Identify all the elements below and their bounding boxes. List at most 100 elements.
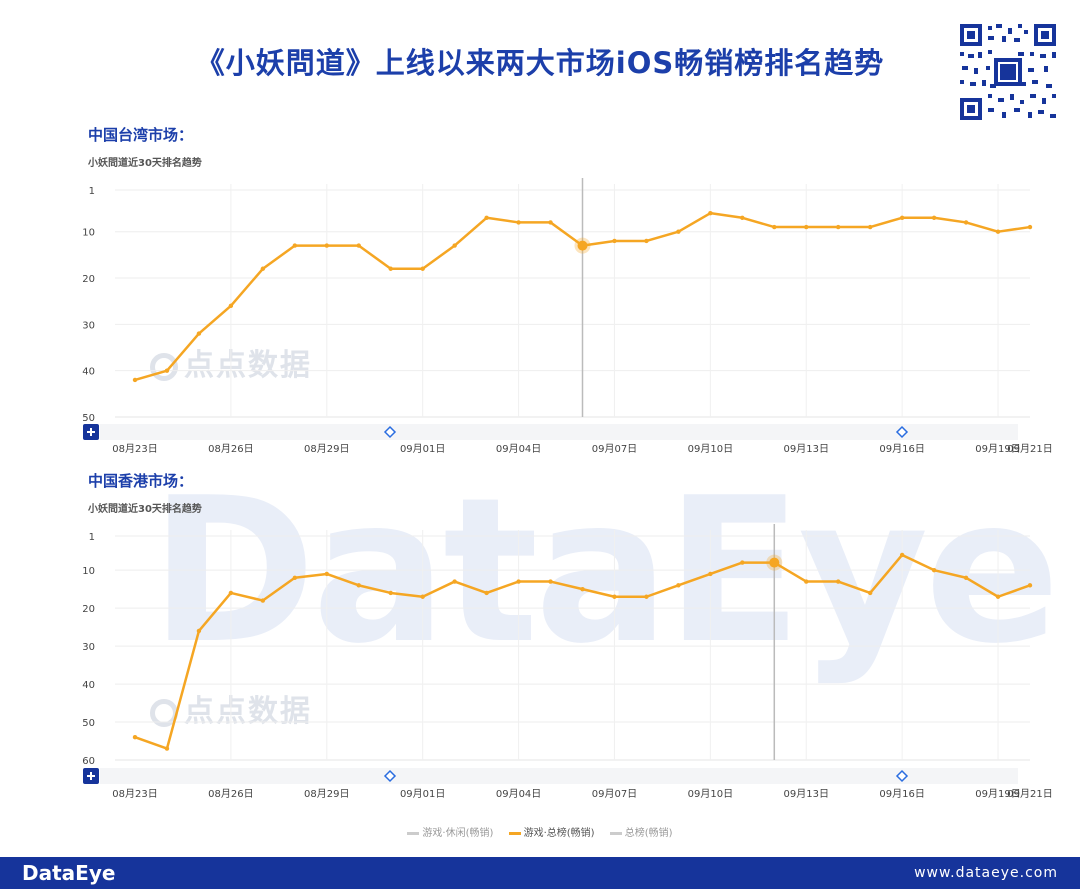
data-point: [196, 628, 202, 634]
highlight-point: [769, 557, 780, 568]
y-tick-label: 40: [82, 680, 95, 691]
x-tick-label: 09月13日: [784, 788, 829, 800]
legend-swatch: [508, 831, 521, 835]
x-tick-label: 09月07日: [592, 788, 637, 800]
x-tick-label: 08月29日: [304, 788, 349, 800]
x-tick-label: 09月19日: [975, 443, 1020, 455]
zoom-slider-track: [100, 424, 1018, 440]
data-point: [388, 590, 393, 596]
data-point: [484, 215, 489, 220]
data-point: [995, 229, 1001, 234]
data-point: [388, 266, 393, 271]
x-tick-label: 09月01日: [400, 788, 445, 800]
y-tick-label: 40: [82, 367, 95, 378]
page-title: 《小妖問道》上线以来两大市场iOS畅销榜排名趋势: [195, 46, 885, 80]
data-point: [804, 224, 809, 230]
chart-legend: 游戏·休闲(畅销) 游戏·总榜(畅销) 总榜(畅销): [0, 824, 1080, 839]
data-point: [1027, 224, 1033, 230]
series-line: [134, 553, 1031, 750]
x-tick-label: 09月01日: [400, 443, 445, 455]
data-point: [548, 579, 553, 584]
data-point: [867, 224, 873, 230]
data-point: [644, 238, 649, 244]
data-point: [260, 266, 266, 271]
y-tick-label: 60: [82, 756, 95, 767]
diamond-icon[interactable]: [895, 425, 909, 439]
x-tick-label: 09月10日: [688, 788, 733, 800]
data-point: [548, 220, 553, 225]
x-tick-label: 09月19日: [975, 788, 1020, 800]
data-point: [676, 583, 681, 588]
legend-item-casual[interactable]: 游戏·休闲(畅销): [407, 824, 493, 839]
tw-market-title: 中国台湾市场：: [88, 126, 194, 144]
data-point: [836, 224, 841, 230]
data-point: [484, 590, 489, 596]
footer-brand: DataEye: [22, 861, 116, 885]
data-point: [580, 586, 585, 592]
tw-subtitle: 小妖問道近30天排名趋势: [88, 158, 202, 169]
data-point: [356, 243, 361, 248]
diamond-icon[interactable]: [383, 769, 397, 783]
y-tick-label: 1: [89, 186, 95, 197]
data-point: [867, 590, 873, 596]
y-tick-label: 10: [82, 228, 95, 239]
data-point: [164, 746, 170, 751]
data-point: [324, 243, 329, 248]
data-point: [420, 594, 425, 599]
zoom-slider-track: [100, 768, 1018, 784]
x-tick-label: 09月16日: [879, 788, 924, 800]
hk-subtitle: 小妖問道近30天排名趋势: [88, 504, 202, 515]
data-point: [132, 735, 138, 740]
y-tick-label: 50: [82, 413, 95, 424]
data-point: [772, 224, 777, 230]
data-point: [708, 210, 713, 216]
y-tick-label: 10: [82, 566, 95, 577]
data-point: [228, 303, 234, 309]
y-tick-label: 1: [89, 532, 95, 543]
data-point: [356, 583, 361, 588]
data-point: [164, 368, 170, 373]
data-point: [963, 220, 969, 225]
data-point: [995, 594, 1001, 599]
data-point: [292, 575, 298, 580]
legend-item-games-total[interactable]: 游戏·总榜(畅销): [508, 824, 595, 839]
x-tick-label: 09月21日: [1007, 443, 1052, 455]
data-point: [804, 579, 809, 584]
data-point: [1027, 583, 1033, 588]
y-tick-label: 20: [82, 274, 95, 285]
data-point: [260, 598, 266, 603]
diamond-icon[interactable]: [383, 425, 397, 439]
dd-watermark-top: 点点数据: [150, 340, 312, 384]
footer-url[interactable]: www.dataeye.com: [914, 865, 1058, 881]
data-point: [931, 215, 937, 220]
legend-swatch: [609, 831, 622, 835]
data-point: [899, 215, 905, 220]
data-point: [452, 243, 457, 248]
legend-swatch: [407, 831, 420, 835]
y-tick-label: 20: [82, 604, 95, 615]
diamond-icon[interactable]: [895, 769, 909, 783]
qr-code-icon: [958, 22, 1058, 122]
data-point: [612, 238, 617, 244]
data-point: [452, 579, 457, 584]
data-point: [516, 220, 521, 225]
highlight-point: [577, 240, 588, 251]
y-tick-label: 50: [82, 718, 95, 729]
x-tick-label: 09月16日: [879, 443, 924, 455]
legend-item-total[interactable]: 总榜(畅销): [609, 824, 673, 839]
data-point: [963, 575, 969, 580]
hk-rank-chart: 1 10 20 30 40 50 60 08月23日 08月26日 08月29日 09月01日 09月…: [82, 524, 1053, 800]
x-tick-label: 09月13日: [784, 443, 829, 455]
data-point: [324, 571, 329, 577]
data-point: [292, 243, 298, 248]
x-tick-label: 09月04日: [496, 788, 541, 800]
data-point: [516, 579, 521, 584]
data-point: [132, 377, 138, 383]
data-point: [676, 229, 681, 234]
data-point: [836, 579, 841, 584]
data-point: [644, 594, 649, 599]
x-tick-label: 08月26日: [208, 443, 253, 455]
tw-rank-chart: 1 10 20 30 40 50 08月23日 08月26日 08月29日 09月01日 09月04…: [82, 178, 1053, 455]
data-point: [899, 552, 905, 558]
data-point: [196, 331, 202, 336]
